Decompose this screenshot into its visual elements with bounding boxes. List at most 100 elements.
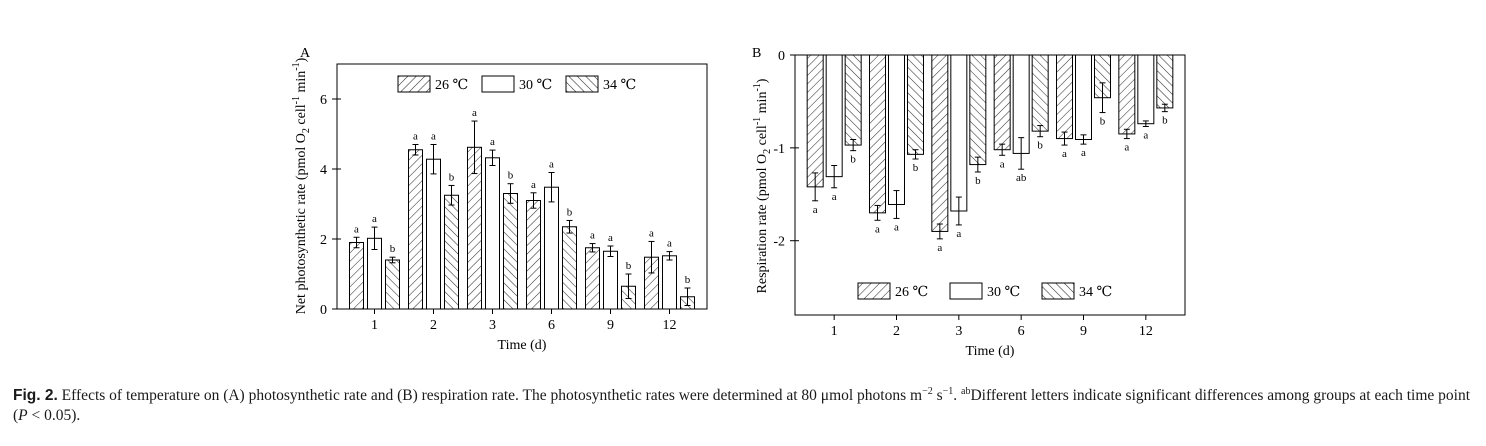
panel-b-significance-letter: a xyxy=(894,221,899,233)
panel-a-bar xyxy=(503,193,518,310)
panel-a-significance-letter: a xyxy=(354,223,359,235)
panel-b-bar xyxy=(888,54,905,205)
panel-a-marks: 0 2 4 6 1 a a b 2 a a b 3 a a b 6 a a b 9 a a b 12 a a b 26 ℃ 30 ℃ 34 … xyxy=(320,75,695,333)
panel-b-xlabel: Time (d) xyxy=(966,344,1015,359)
panel-a-bar xyxy=(526,200,541,310)
panel-b-bar xyxy=(950,54,968,212)
panel-a-bar xyxy=(544,186,559,310)
panel-b-bar xyxy=(969,54,987,166)
panel-a-bar xyxy=(562,226,577,310)
panel-a-legend-label: 34 ℃ xyxy=(603,78,636,93)
panel-b-significance-letter: a xyxy=(937,242,942,254)
panel-b-bar xyxy=(825,54,843,178)
panel-a-xlabel: Time (d) xyxy=(498,338,547,353)
caption-superscript: ab xyxy=(961,385,971,397)
panel-b-significance-letter: a xyxy=(1000,158,1005,170)
panel-b-legend-swatch xyxy=(1041,282,1075,300)
panel-a-xtick-label: 9 xyxy=(607,318,614,333)
panel-b-bar xyxy=(1156,54,1174,109)
panel-a-bar xyxy=(426,158,441,310)
panel-b-xtick-label: 3 xyxy=(955,324,962,339)
panel-a: A 0 2 4 6 1 a a b 2 a a b 3 a a b 6 a a b 9 a a b 12 a a b 26 ℃ 30 ℃ 3… xyxy=(291,46,708,353)
panel-b-significance-letter: b xyxy=(850,154,856,166)
panel-b-legend-label: 34 ℃ xyxy=(1079,285,1112,300)
panel-b-xtick-label: 1 xyxy=(831,324,838,339)
panel-a-bar xyxy=(349,242,364,310)
caption-text: . xyxy=(953,387,962,404)
panel-b-significance-letter: a xyxy=(1062,148,1067,160)
panel-a-significance-letter: a xyxy=(649,227,654,239)
panel-b-significance-letter: a xyxy=(875,223,880,235)
panel-b-label: B xyxy=(752,46,761,61)
panel-b-ytick-label: -1 xyxy=(773,142,785,157)
panel-b-bar xyxy=(869,54,886,214)
panel-b-significance-letter: b xyxy=(913,162,919,174)
panel-b-xtick-label: 9 xyxy=(1080,324,1087,339)
panel-b-significance-letter: b xyxy=(1162,115,1168,127)
panel-a-legend-label: 30 ℃ xyxy=(519,78,552,93)
panel-b-bar xyxy=(907,54,924,155)
panel-a-xtick-label: 2 xyxy=(430,318,437,333)
panel-b-significance-letter: b xyxy=(975,175,981,187)
panel-a-significance-letter: a xyxy=(372,213,377,225)
panel-a-ytick-label: 0 xyxy=(320,303,327,318)
panel-b-significance-letter: a xyxy=(1124,142,1129,154)
panel-a-significance-letter: a xyxy=(531,179,536,191)
panel-b-significance-letter: ab xyxy=(1016,172,1027,184)
panel-b-bar xyxy=(1137,54,1155,125)
panel-a-legend-swatch xyxy=(397,75,431,93)
panel-a-ylabel: Net photosynthetic rate (pmol O2 cell-1 … xyxy=(291,57,312,314)
panel-a-label: A xyxy=(300,46,311,61)
panel-a-bar xyxy=(585,247,600,310)
panel-a-ytick-label: 2 xyxy=(320,233,327,248)
panel-b-bar xyxy=(844,54,862,146)
caption-figure-label: Fig. 2. xyxy=(13,387,58,404)
panel-a-bar xyxy=(485,157,500,310)
caption-superscript: −2 xyxy=(922,385,933,397)
panel-a-significance-letter: a xyxy=(608,232,613,244)
panel-a-bar xyxy=(385,259,400,310)
panel-a-bar xyxy=(603,250,618,310)
panel-a-bar xyxy=(444,194,459,310)
panel-a-significance-letter: b xyxy=(390,243,396,255)
panel-a-legend-swatch xyxy=(481,75,515,93)
panel-b-significance-letter: a xyxy=(1081,147,1086,159)
panel-a-xtick-label: 1 xyxy=(371,318,378,333)
panel-a-xtick-label: 6 xyxy=(548,318,555,333)
panel-b-ytick-label: -2 xyxy=(773,235,785,250)
panel-b-bar xyxy=(993,54,1011,151)
panel-b-significance-letter: a xyxy=(956,228,961,240)
caption-p-symbol: P xyxy=(18,407,28,424)
panel-b-significance-letter: b xyxy=(1037,140,1043,152)
panel-b-plot-frame xyxy=(794,54,1186,316)
panel-b-bar xyxy=(1118,54,1136,135)
panel-a-plot-frame xyxy=(336,63,708,310)
panel-b-bar xyxy=(1056,54,1073,140)
caption-text: Effects of temperature on (A) photosynth… xyxy=(61,387,923,404)
panel-b-ytick-label: 0 xyxy=(778,49,785,64)
panel-a-significance-letter: b xyxy=(508,170,514,182)
panel-b-bar xyxy=(1031,54,1049,132)
panel-b-bar xyxy=(931,54,949,232)
panel-b-significance-letter: a xyxy=(813,204,818,216)
panel-a-significance-letter: a xyxy=(431,131,436,143)
panel-b-significance-letter: a xyxy=(832,191,837,203)
panel-a-bar xyxy=(408,149,423,310)
panel-a-significance-letter: a xyxy=(413,131,418,143)
panel-a-significance-letter: a xyxy=(667,238,672,250)
panel-b-bar xyxy=(806,54,824,188)
panel-a-legend-label: 26 ℃ xyxy=(435,78,468,93)
panel-a-significance-letter: a xyxy=(472,107,477,119)
panel-b-xtick-label: 6 xyxy=(1018,324,1025,339)
figure-caption: Fig. 2. Effects of temperature on (A) ph… xyxy=(13,386,1473,426)
panel-b-legend-label: 26 ℃ xyxy=(895,285,928,300)
panel-b-ylabel: Respiration rate (pmol O2 cell-1 min-1) xyxy=(752,78,773,293)
panel-a-xtick-label: 12 xyxy=(663,318,677,333)
panel-b-significance-letter: a xyxy=(1143,130,1148,142)
panel-a-ytick-label: 6 xyxy=(320,93,327,108)
caption-superscript: −1 xyxy=(942,385,954,397)
caption-text: s xyxy=(932,387,943,404)
panel-b-significance-letter: b xyxy=(1100,116,1106,128)
